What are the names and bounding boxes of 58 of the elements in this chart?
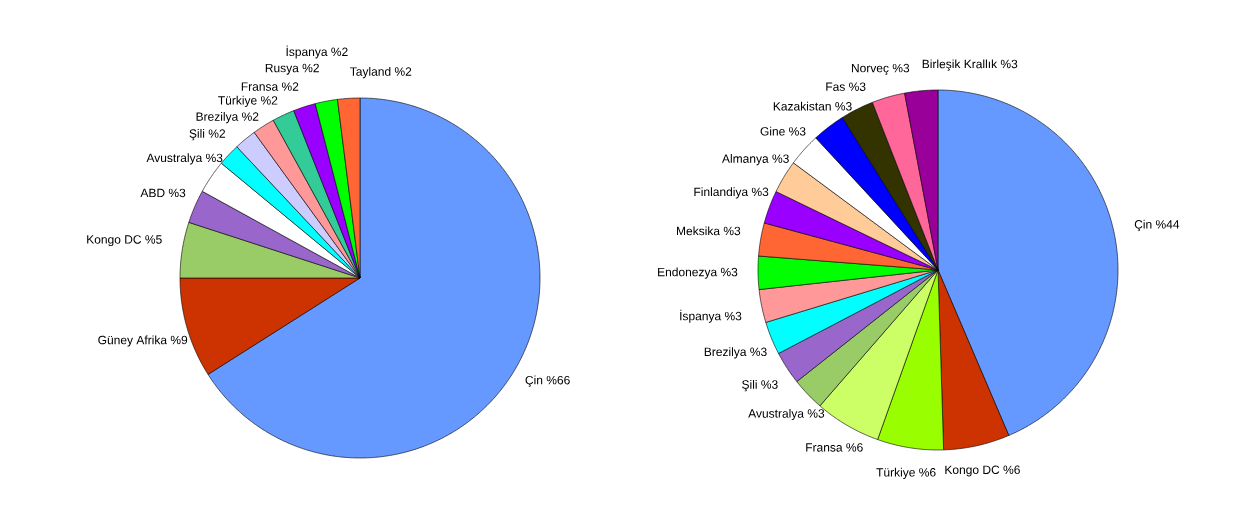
slice-label: Kazakistan	[773, 101, 831, 111]
data-label: %3	[849, 82, 866, 91]
slice-label: İspanya	[286, 45, 328, 59]
data-label: %3	[1000, 59, 1018, 69]
slice-label: Gine	[760, 126, 785, 136]
data-label: %3	[835, 102, 852, 111]
data-label: %3	[761, 380, 778, 389]
data-label: %3	[723, 226, 741, 236]
slice-label: Kongo DC	[945, 465, 1000, 477]
data-label: %5	[145, 235, 162, 244]
slice-label: Birleşik Krallık	[922, 59, 998, 71]
data-label: %2	[394, 67, 412, 76]
data-label: %3	[789, 127, 806, 136]
slice-label: Almanya	[721, 154, 769, 166]
slice-label: Kongo DC	[87, 235, 142, 247]
data-label: %3	[206, 153, 223, 163]
slice-label: Fas	[826, 82, 845, 91]
data-label: %3	[720, 267, 738, 277]
slice-label: Güney Afrika	[98, 335, 168, 347]
data-label: %2	[242, 112, 259, 121]
slice-label: Finlandiya	[694, 187, 749, 199]
slice-label: Rusya	[265, 63, 299, 75]
slice-label: Türkiye	[876, 467, 915, 479]
slice-label: Fransa	[241, 82, 279, 91]
slice-label: Avustralya	[146, 153, 203, 165]
data-label: %66	[546, 375, 570, 385]
data-label: %9	[170, 335, 188, 345]
data-label: %44	[1155, 220, 1180, 229]
data-label: %3	[750, 347, 767, 357]
slice-label: Şili	[189, 129, 205, 141]
data-label: %6	[1003, 465, 1020, 474]
data-label: %2	[302, 63, 319, 73]
data-label: %6	[919, 468, 936, 477]
slice-label: Çin	[525, 375, 543, 387]
data-label: %6	[846, 443, 863, 452]
slice-label: Türkiye	[218, 95, 257, 108]
data-label: %2	[208, 129, 226, 138]
data-label: %2	[260, 96, 278, 105]
slice-label: Brezilya	[196, 112, 239, 124]
slice-label: İspanya	[680, 309, 722, 323]
slice-label: Avustralya	[748, 408, 804, 421]
data-label: %2	[281, 82, 299, 91]
slice-label: Brezilya	[704, 347, 747, 359]
data-label: %3	[724, 311, 742, 321]
data-label: %3	[807, 409, 825, 418]
data-label: %3	[751, 187, 769, 197]
slice-label: Tayland	[350, 67, 391, 79]
slice-label: Çin	[1134, 219, 1152, 232]
slice-label: Norveç	[851, 63, 889, 75]
slice-label: Fransa	[806, 443, 843, 452]
data-label: %2	[331, 47, 348, 56]
slice-label: Meksika	[677, 226, 721, 236]
data-label: %3	[168, 188, 186, 198]
slice-label: ABD	[140, 188, 165, 198]
slice-label: Endonezya	[658, 267, 718, 279]
data-label: %3	[772, 154, 789, 163]
slice-label: Şili	[742, 379, 757, 392]
data-label: %3	[892, 63, 910, 73]
